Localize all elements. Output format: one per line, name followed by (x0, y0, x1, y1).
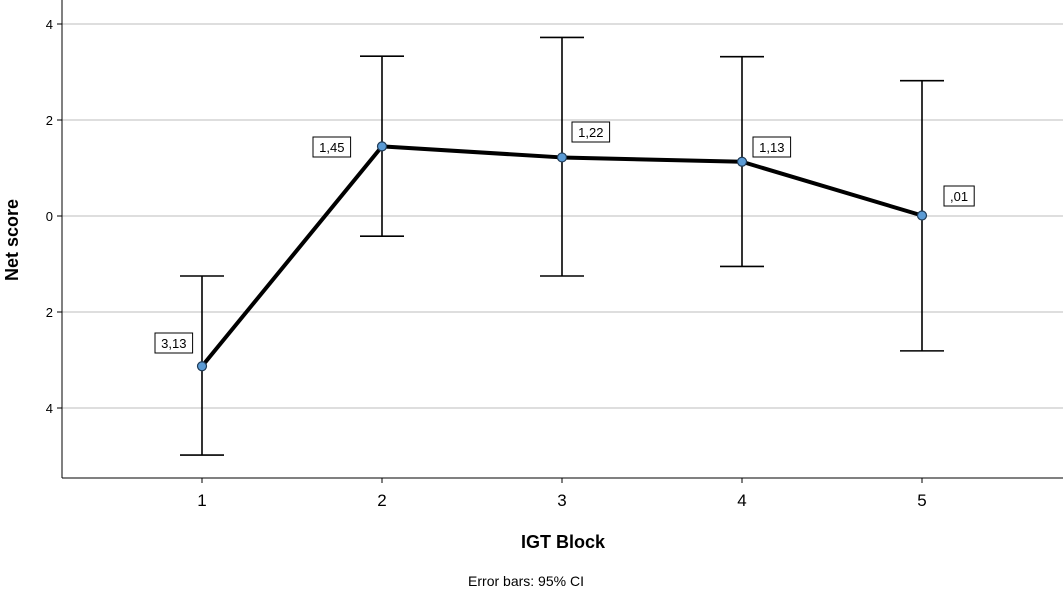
data-label-box-5 (943, 185, 975, 207)
data-point-3 (556, 152, 568, 163)
x-axis-ticks: 1 2 3 4 5 (197, 478, 927, 510)
data-label-box-1 (154, 332, 194, 354)
data-label-2: 1,45 (319, 140, 344, 155)
data-label-3: 1,22 (578, 125, 603, 140)
x-tick-label-1: 2 (377, 491, 386, 510)
y-axis-ticks: 4 2 0 2 4 (46, 17, 62, 416)
x-tick-label-3: 4 (737, 491, 746, 510)
data-label-box-2 (312, 136, 352, 158)
data-label-box-3 (571, 121, 611, 143)
data-labels: 3,13 1,45 1,22 1,13 ,01 (154, 121, 975, 354)
y-axis-title: Net score (2, 199, 22, 281)
data-point-2 (376, 141, 388, 152)
data-label-box-4 (752, 136, 792, 158)
data-label-4: 1,13 (759, 140, 784, 155)
y-tick-label-1: 2 (46, 113, 53, 128)
y-tick-label-0: 4 (46, 17, 53, 32)
y-tick-label-2: 0 (46, 209, 53, 224)
x-tick-label-2: 3 (557, 491, 566, 510)
error-bars (180, 36, 944, 456)
data-point-4 (736, 156, 748, 167)
data-point-5 (916, 210, 928, 221)
data-point-1 (196, 361, 208, 372)
y-tick-label-3: 2 (46, 305, 53, 320)
data-label-5: ,01 (950, 189, 968, 204)
y-tick-label-4: 4 (46, 401, 53, 416)
x-tick-label-4: 5 (917, 491, 926, 510)
x-axis-title: IGT Block (521, 532, 606, 552)
data-label-1: 3,13 (161, 336, 186, 351)
x-tick-label-0: 1 (197, 491, 206, 510)
data-points (196, 141, 928, 372)
error-bars-footnote: Error bars: 95% CI (468, 573, 584, 589)
